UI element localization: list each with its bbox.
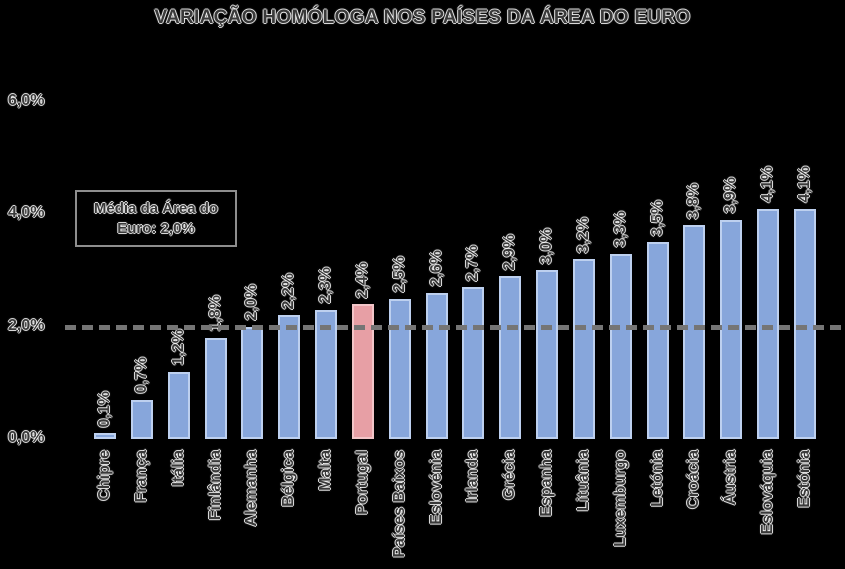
bar-value-label: 2,7% (464, 244, 482, 282)
x-axis-category-label: Estónia (795, 450, 813, 508)
bar (425, 292, 448, 439)
x-axis-category-label: Itália (169, 450, 187, 487)
x-axis-category-label: Croácia (685, 450, 703, 509)
bar (536, 270, 559, 439)
bar (388, 298, 411, 439)
x-axis-category-label: Chipre (96, 450, 113, 501)
bar-value-label: 2,2% (280, 272, 298, 310)
y-axis-tick-label: 2,0% (8, 316, 45, 334)
bar (278, 315, 301, 439)
bar (793, 208, 816, 439)
x-axis-category-label: Letónia (648, 450, 666, 507)
bar-value-label: 3,3% (611, 211, 629, 248)
x-axis-category-label: Alemanha (243, 450, 261, 527)
bar-value-label: 3,5% (648, 199, 666, 237)
bar (683, 225, 706, 439)
bar (241, 326, 264, 439)
average-annotation-line1: Média da Área do (93, 199, 219, 217)
bar (204, 337, 227, 439)
bar-highlighted (351, 304, 374, 439)
bar-value-label: 2,4% (353, 261, 371, 299)
x-axis-category-label: Eslováquia (759, 450, 777, 535)
y-axis-tick-label: 0,0% (8, 429, 45, 446)
bar (94, 433, 116, 439)
bar-value-label: 2,9% (501, 233, 519, 271)
x-axis-category-label: Luxemburgo (611, 450, 629, 547)
bar-value-label: 4,1% (759, 166, 777, 203)
bar-value-label: 3,0% (538, 227, 556, 265)
x-axis-category-label: Malta (317, 450, 335, 491)
bar-value-label: 3,2% (574, 216, 592, 254)
bar-value-label: 3,8% (685, 182, 703, 220)
x-axis-category-label: Bélgica (280, 450, 298, 507)
average-annotation-box: Média da Área do Euro: 2,0% (75, 190, 237, 247)
bar-value-label: 0,1% (96, 390, 113, 428)
bar (646, 242, 669, 439)
bar-value-label: 2,3% (317, 267, 335, 304)
x-axis-category-label: Lituânia (574, 450, 592, 512)
bar-value-label: 0,7% (132, 357, 150, 394)
x-axis-category-label: Áustria (722, 450, 740, 506)
bar (572, 259, 595, 439)
x-axis-category-label: Eslovénia (427, 450, 445, 525)
bar (757, 208, 780, 439)
chart-title: VARIAÇÃO HOMÓLOGA NOS PAÍSES DA ÁREA DO … (154, 7, 691, 28)
x-axis-category-label: Espanha (538, 450, 556, 517)
x-axis-category-label: Portugal (353, 450, 371, 515)
x-axis-category-label: Grécia (501, 450, 519, 500)
y-axis-tick-label: 4,0% (8, 204, 45, 222)
average-line (65, 324, 845, 330)
x-axis-category-label: Países Baixos (390, 450, 408, 558)
x-axis-category-label: Irlanda (464, 450, 482, 503)
bar-value-label: 1,2% (169, 329, 187, 366)
y-axis-tick-label: 6,0% (8, 91, 45, 109)
bar-value-label: 2,6% (427, 250, 445, 287)
bar (130, 399, 153, 439)
bar-value-label: 3,9% (722, 177, 740, 214)
bar-value-label: 2,0% (243, 284, 261, 321)
x-axis-category-label: França (132, 450, 150, 503)
bar-value-label: 2,5% (390, 256, 408, 293)
bar (167, 371, 190, 439)
bar (315, 309, 338, 439)
x-axis-category-label: Finlândia (206, 450, 224, 521)
bar (499, 276, 522, 439)
bar (609, 253, 632, 439)
bar (462, 287, 485, 439)
bar-value-label: 4,1% (795, 166, 813, 203)
average-annotation-line2: Euro: 2,0% (117, 219, 195, 237)
